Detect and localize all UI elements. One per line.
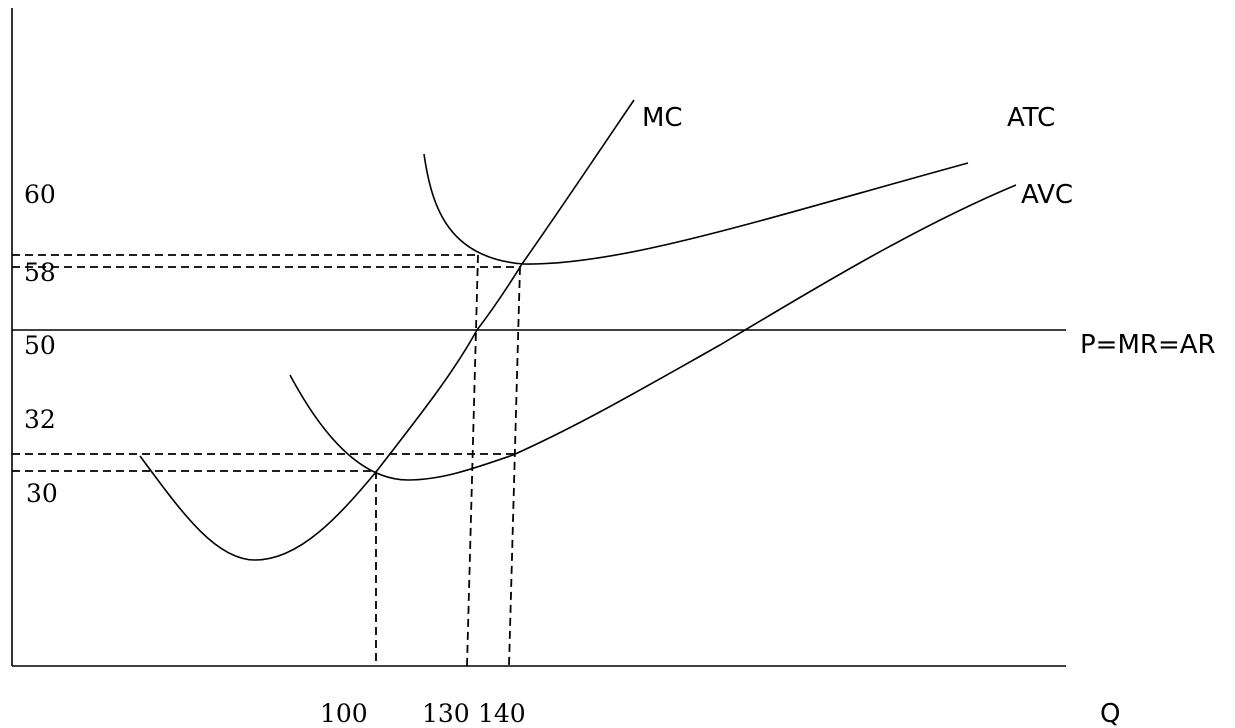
x-axis-label: Q xyxy=(1100,699,1120,728)
quantity-tick-140: 140 xyxy=(478,699,526,728)
atc-label: ATC xyxy=(1007,103,1055,133)
avc-label: AVC xyxy=(1021,180,1073,210)
price-tick-50: 50 xyxy=(24,331,56,360)
price-line-label: P=MR=AR xyxy=(1080,330,1216,360)
mc-curve xyxy=(139,99,635,561)
price-tick-58: 58 xyxy=(24,258,56,287)
avc-curve xyxy=(289,184,1017,481)
quantity-tick-130: 130 xyxy=(422,699,470,728)
guide-quantity-140 xyxy=(508,266,521,667)
quantity-tick-100: 100 xyxy=(320,699,368,728)
price-tick-30: 30 xyxy=(26,479,58,508)
price-tick-60: 60 xyxy=(24,180,56,209)
guide-quantity-130 xyxy=(466,254,479,667)
price-tick-32: 32 xyxy=(24,405,56,434)
mc-label: MC xyxy=(642,103,683,133)
atc-curve xyxy=(423,153,969,265)
